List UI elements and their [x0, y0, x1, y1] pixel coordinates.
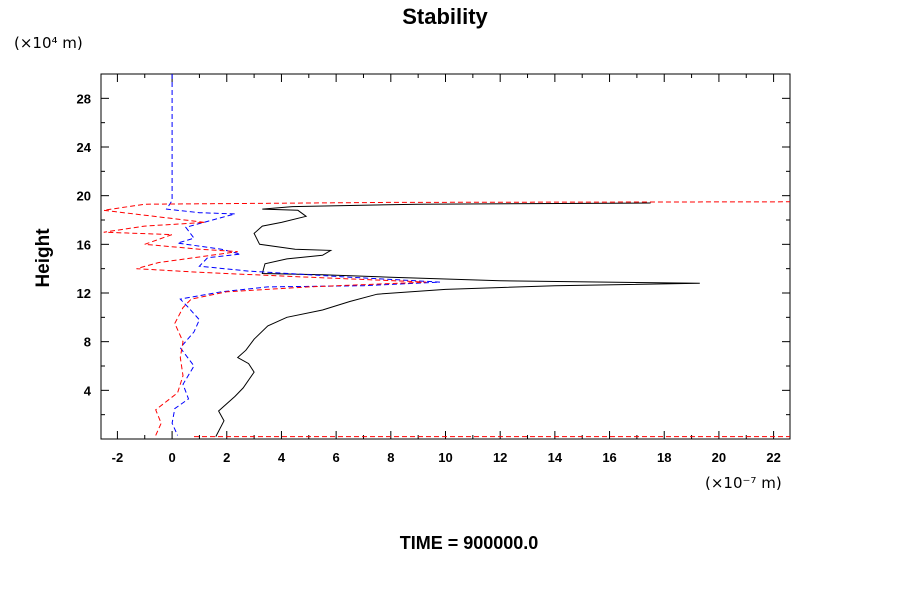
y-tick-label: 20	[77, 189, 91, 204]
series-line-3	[103, 201, 791, 436]
chart-title: Stability	[402, 4, 488, 29]
x-tick-label: 2	[223, 450, 230, 465]
x-tick-label: 0	[168, 450, 175, 465]
series-line-2	[165, 74, 441, 436]
x-tick-label: 22	[766, 450, 780, 465]
x-unit-label: (×10⁻⁷ m)	[705, 474, 782, 492]
y-tick-label: 8	[84, 335, 91, 350]
series-line-1	[215, 202, 700, 437]
y-axis-label: Height	[33, 228, 54, 288]
y-tick-label: 16	[77, 237, 91, 252]
y-tick-label: 4	[84, 383, 92, 398]
y-tick-label: 24	[77, 140, 92, 155]
time-label: TIME = 900000.0	[400, 533, 539, 553]
x-tick-label: 6	[333, 450, 340, 465]
x-tick-label: 16	[602, 450, 616, 465]
x-tick-label: 14	[548, 450, 563, 465]
series-group	[103, 74, 791, 438]
y-unit-label: (×10⁴ m)	[14, 34, 83, 52]
y-tick-label: 12	[77, 286, 91, 301]
x-tick-label: 4	[278, 450, 286, 465]
x-tick-label: -2	[112, 450, 124, 465]
x-tick-label: 12	[493, 450, 507, 465]
x-tick-label: 10	[438, 450, 452, 465]
x-tick-label: 8	[387, 450, 394, 465]
x-tick-label: 20	[712, 450, 726, 465]
x-tick-label: 18	[657, 450, 671, 465]
y-tick-label: 28	[77, 91, 91, 106]
